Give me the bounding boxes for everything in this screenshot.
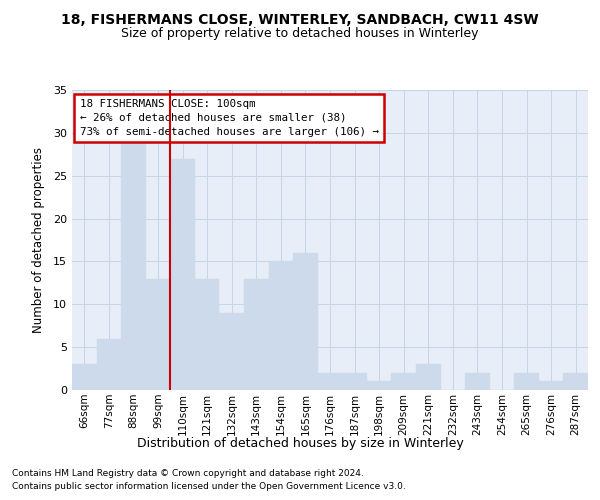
Bar: [416, 364, 440, 390]
Text: Size of property relative to detached houses in Winterley: Size of property relative to detached ho…: [121, 28, 479, 40]
Bar: [342, 373, 367, 390]
Bar: [244, 278, 269, 390]
Bar: [367, 382, 391, 390]
Bar: [391, 373, 416, 390]
Bar: [121, 142, 146, 390]
Text: 18, FISHERMANS CLOSE, WINTERLEY, SANDBACH, CW11 4SW: 18, FISHERMANS CLOSE, WINTERLEY, SANDBAC…: [61, 12, 539, 26]
Text: Contains HM Land Registry data © Crown copyright and database right 2024.: Contains HM Land Registry data © Crown c…: [12, 468, 364, 477]
Bar: [170, 158, 195, 390]
Bar: [72, 364, 97, 390]
Text: Contains public sector information licensed under the Open Government Licence v3: Contains public sector information licen…: [12, 482, 406, 491]
Bar: [293, 253, 318, 390]
Bar: [97, 338, 121, 390]
Bar: [514, 373, 539, 390]
Text: Distribution of detached houses by size in Winterley: Distribution of detached houses by size …: [137, 438, 463, 450]
Bar: [220, 313, 244, 390]
Text: 18 FISHERMANS CLOSE: 100sqm
← 26% of detached houses are smaller (38)
73% of sem: 18 FISHERMANS CLOSE: 100sqm ← 26% of det…: [80, 99, 379, 137]
Y-axis label: Number of detached properties: Number of detached properties: [32, 147, 44, 333]
Bar: [195, 278, 220, 390]
Bar: [465, 373, 490, 390]
Bar: [539, 382, 563, 390]
Bar: [318, 373, 342, 390]
Bar: [269, 262, 293, 390]
Bar: [563, 373, 588, 390]
Bar: [146, 278, 170, 390]
